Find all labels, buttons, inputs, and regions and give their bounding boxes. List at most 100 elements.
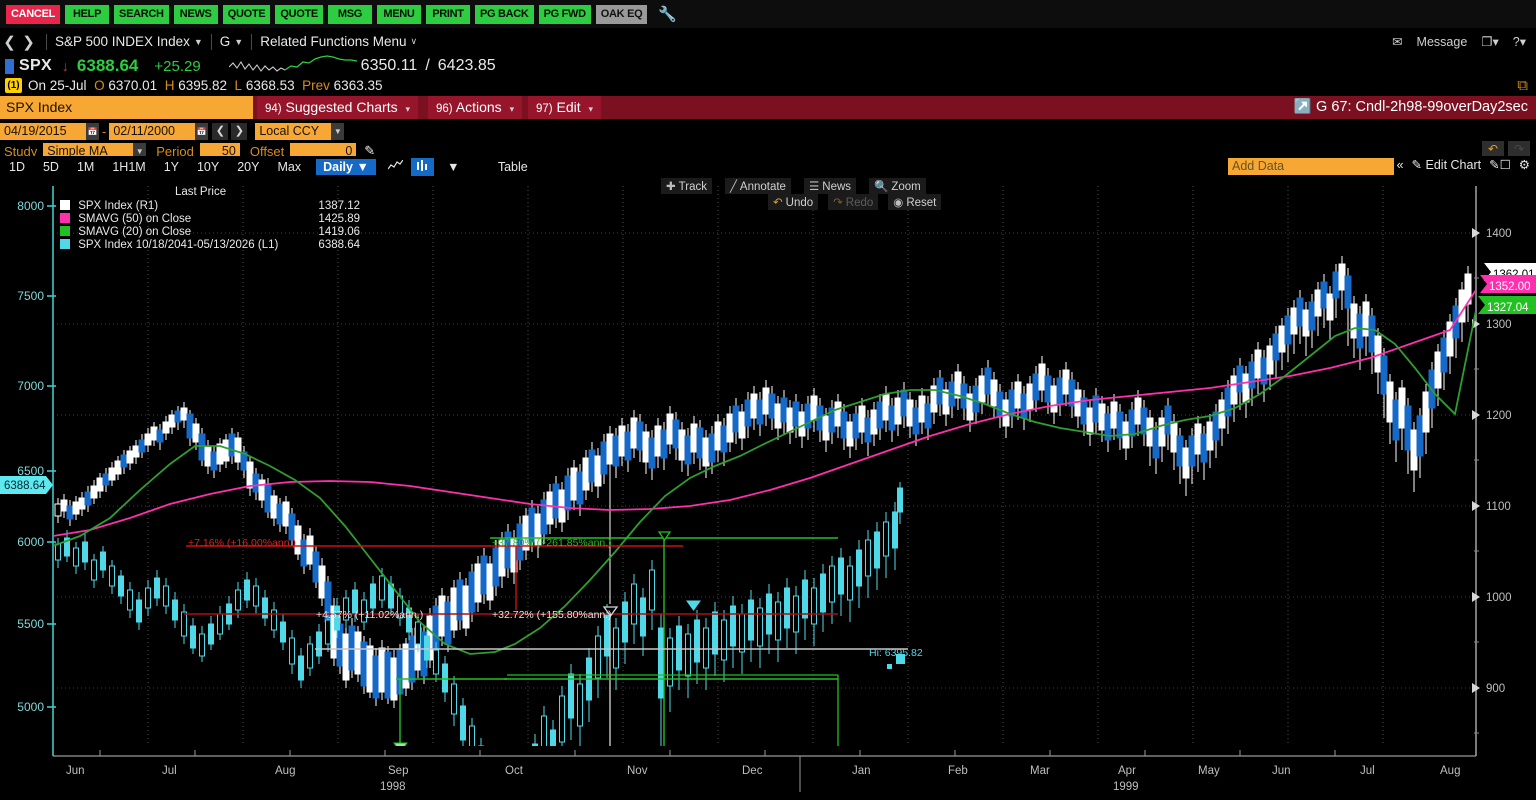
- quote-open: 6370.01: [108, 78, 158, 93]
- fnkey-page-back[interactable]: PG BACK: [474, 4, 534, 24]
- offset-input[interactable]: 0: [290, 142, 357, 160]
- legend-row[interactable]: SPX Index (R1) 1387.12: [60, 200, 360, 213]
- chart-tool-row-secondary: ↶ Undo ↷ Redo ◉ Reset: [768, 194, 942, 210]
- start-date-input[interactable]: 04/19/2015: [0, 122, 86, 140]
- expand-icon[interactable]: ⧉: [1517, 77, 1528, 94]
- undo-button[interactable]: ↶: [1482, 141, 1504, 158]
- legend-row[interactable]: SMAVG (20) on Close 1419.06: [60, 226, 360, 239]
- end-calendar-icon[interactable]: 📅: [195, 122, 209, 140]
- legend-row[interactable]: SMAVG (50) on Close 1425.89: [60, 213, 360, 226]
- new-window-icon[interactable]: ❐▾: [1481, 35, 1499, 49]
- date-next-button[interactable]: ❯: [231, 122, 248, 140]
- date-prev-button[interactable]: ❮: [212, 122, 229, 140]
- study-pencil-icon[interactable]: ✎: [364, 143, 376, 158]
- wrench-icon[interactable]: 🔧: [658, 6, 678, 23]
- chart-undo-button[interactable]: ↶ Undo: [768, 194, 819, 210]
- study-chevron-down-icon[interactable]: ▼: [133, 142, 147, 160]
- legend-value-sma20: 1419.06: [318, 226, 360, 238]
- hi-marker: [887, 654, 905, 669]
- gear-icon[interactable]: ⚙: [1518, 158, 1530, 172]
- fnkey-news[interactable]: NEWS: [173, 4, 218, 24]
- quote-change: +25.29: [154, 57, 201, 75]
- start-calendar-icon[interactable]: 📅: [86, 122, 99, 140]
- collapse-panel-icon[interactable]: «: [1396, 157, 1404, 172]
- redo-button[interactable]: ↷: [1508, 141, 1530, 158]
- line-chart-icon[interactable]: [384, 158, 407, 176]
- range-1d[interactable]: 1D: [9, 160, 25, 174]
- suggested-charts-button[interactable]: 94) Suggested Charts ▾: [257, 96, 419, 119]
- security-chevron-down-icon[interactable]: ▼: [193, 36, 203, 47]
- svg-text:Sep: Sep: [388, 765, 408, 777]
- track-tool[interactable]: ✚ Track: [661, 178, 712, 194]
- fnkey-oak-eq[interactable]: OAK EQ: [595, 4, 648, 24]
- bar-chart-icon[interactable]: [410, 158, 434, 176]
- table-button[interactable]: Table: [497, 160, 528, 174]
- security-name[interactable]: S&P 500 INDEX Index: [55, 34, 190, 49]
- quote-open-label: O: [94, 78, 105, 93]
- actions-button[interactable]: 96) Actions ▾: [428, 96, 523, 119]
- nav-back-icon[interactable]: ❮: [3, 33, 16, 51]
- related-functions-menu[interactable]: Related Functions Menu: [260, 34, 407, 49]
- fnkey-msg[interactable]: MSG: [327, 4, 372, 24]
- range-1y[interactable]: 1Y: [163, 160, 179, 174]
- range-10y[interactable]: 10Y: [196, 160, 220, 174]
- chart-security-title[interactable]: SPX Index: [0, 96, 253, 119]
- legend-value-spx-l1: 6388.64: [318, 239, 360, 251]
- chevron-down-icon[interactable]: ▾: [588, 104, 594, 114]
- chart-definition-label[interactable]: ↗️ G 67: Cndl-2h98-99overDay2sec: [1294, 96, 1528, 119]
- annotate-icon: ╱: [729, 181, 737, 193]
- legend-row[interactable]: SPX Index 10/18/2041-05/13/2026 (L1) 638…: [60, 239, 360, 252]
- currency-chevron-down-icon[interactable]: ▼: [331, 122, 345, 140]
- edit-chart-button[interactable]: ✎ Edit Chart: [1411, 158, 1482, 172]
- edit-chart-label: Edit Chart: [1425, 158, 1482, 172]
- annotate-toggle-icon[interactable]: ✎☐: [1489, 158, 1511, 172]
- period-input[interactable]: 50: [199, 142, 240, 160]
- fnkey-menu[interactable]: MENU: [376, 4, 421, 24]
- range-20y[interactable]: 20Y: [237, 160, 260, 174]
- fnkey-page-fwd[interactable]: PG FWD: [538, 4, 591, 24]
- suggested-charts-number: 94): [265, 103, 282, 115]
- chart-redo-button[interactable]: ↷ Redo: [828, 194, 879, 210]
- annotation-green-upper: [490, 531, 838, 746]
- open-external-icon[interactable]: ↗️: [1293, 99, 1312, 115]
- chevron-down-icon[interactable]: ▾: [509, 104, 515, 114]
- range-5d[interactable]: 5D: [42, 160, 59, 174]
- related-chevron-double-down-icon[interactable]: ∨: [410, 36, 418, 46]
- message-label[interactable]: Message: [1416, 34, 1468, 49]
- message-icon[interactable]: ✉: [1392, 35, 1403, 49]
- svg-text:5000: 5000: [17, 700, 44, 714]
- edit-button[interactable]: 97) Edit ▾: [528, 96, 602, 119]
- add-data-input[interactable]: Add Data: [1228, 158, 1394, 175]
- fnkey-cancel[interactable]: CANCEL: [6, 4, 61, 24]
- zoom-tool[interactable]: 🔍 Zoom: [869, 178, 926, 194]
- svg-text:1300: 1300: [1486, 319, 1512, 331]
- svg-text:1352.00: 1352.00: [1489, 281, 1531, 293]
- interval-select[interactable]: Daily ▼: [316, 159, 376, 175]
- annotate-tool[interactable]: ╱ Annotate: [724, 178, 791, 194]
- function-chevron-down-icon[interactable]: ▼: [234, 36, 244, 47]
- range-1m[interactable]: 1M: [76, 160, 95, 174]
- annotation-green-lower: [393, 674, 839, 746]
- nav-forward-icon[interactable]: ❯: [22, 33, 35, 51]
- fnkey-search[interactable]: SEARCH: [114, 4, 169, 24]
- fnkey-help[interactable]: HELP: [65, 4, 110, 24]
- chart-type-chevron-down-icon[interactable]: ▼: [447, 160, 460, 174]
- currency-select[interactable]: Local CCY: [255, 122, 332, 140]
- fnkey-print[interactable]: PRINT: [425, 4, 470, 24]
- chart-canvas[interactable]: 8000 7500 7000 6500 6000 5500 5000 6388.…: [0, 178, 1536, 800]
- end-date-input[interactable]: 02/11/2000: [109, 122, 196, 140]
- divider: [210, 33, 212, 50]
- info-badge-icon: (1): [5, 78, 22, 93]
- chevron-down-icon[interactable]: ▾: [405, 104, 411, 114]
- fnkey-quote-2[interactable]: QUOTE: [275, 4, 323, 24]
- chart-reset-button[interactable]: ◉ Reset: [888, 194, 942, 210]
- news-tool[interactable]: ☰ News: [803, 178, 857, 194]
- function-code[interactable]: G: [219, 34, 231, 49]
- study-select[interactable]: Simple MA: [43, 142, 134, 160]
- chart-area[interactable]: 8000 7500 7000 6500 6000 5500 5000 6388.…: [0, 178, 1536, 800]
- fnkey-quote-1[interactable]: QUOTE: [222, 4, 271, 24]
- navigation-bar: ❮ ❯ S&P 500 INDEX Index ▼ G ▼ Related Fu…: [0, 28, 1536, 55]
- range-max[interactable]: Max: [277, 160, 302, 174]
- help-icon[interactable]: ?▾: [1512, 35, 1526, 49]
- range-1h1m[interactable]: 1H1M: [112, 160, 146, 174]
